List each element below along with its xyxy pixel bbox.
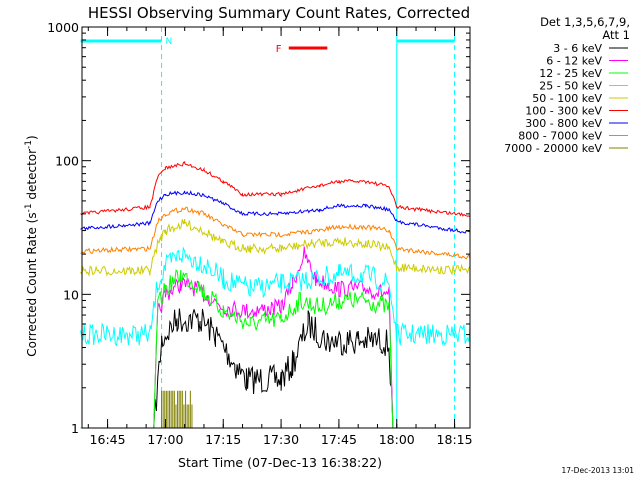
y-axis-label: Corrected Count Rate (s-1 detector-1)	[24, 135, 39, 356]
y-tick-label: 10	[63, 287, 79, 302]
series-line-50-to-100kev	[80, 218, 471, 277]
legend-label: 12 - 25 keV	[539, 67, 602, 80]
series-line-100-to-300kev	[80, 161, 471, 218]
plot-area: N F 1 10 100 1000 16:45 17:00 17:15 17:30 17:45 18:…	[47, 20, 472, 447]
series-line-25-to-50kev	[80, 246, 471, 347]
legend-label: 50 - 100 keV	[532, 92, 602, 105]
chart-title: HESSI Observing Summary Count Rates, Cor…	[88, 4, 470, 22]
x-tick-label: 16:45	[90, 432, 126, 447]
x-tick-label: 18:00	[379, 432, 415, 447]
y-tick-label: 1000	[47, 20, 79, 35]
plot-frame	[81, 26, 471, 429]
night-markers: N	[80, 27, 456, 428]
footer-timestamp: 17-Dec-2013 13:01	[561, 466, 634, 475]
legend-label: 7000 - 20000 keV	[504, 142, 602, 155]
legend-label: 100 - 300 keV	[525, 105, 602, 118]
night-label: N	[166, 37, 173, 47]
x-axis: 16:45 17:00 17:15 17:30 17:45 18:00 18:15	[87, 27, 473, 447]
legend-label: 6 - 12 keV	[546, 55, 602, 68]
series-line-300-to-800kev	[80, 190, 471, 234]
series-line-800-to-7000kev	[80, 206, 471, 260]
series-line-12-to-25kev	[80, 268, 470, 429]
x-tick-label: 17:00	[147, 432, 183, 447]
x-tick-label: 17:15	[205, 432, 241, 447]
series-line-7000-to-20000kev	[161, 390, 193, 428]
y-tick-label: 1	[71, 421, 79, 436]
legend-header-line-2: Att 1	[602, 28, 630, 42]
legend-header-line-1: Det 1,3,5,6,7,9,	[540, 15, 630, 29]
legend-label: 25 - 50 keV	[539, 80, 602, 93]
x-axis-label: Start Time (07-Dec-13 16:38:22)	[178, 455, 382, 470]
flare-label: F	[276, 44, 282, 55]
series-line-3-to-6kev	[80, 308, 470, 429]
legend-label: 300 - 800 keV	[525, 117, 602, 130]
series-group	[80, 161, 471, 429]
y-tick-label: 100	[55, 154, 79, 169]
x-tick-label: 17:30	[263, 432, 299, 447]
y-axis: 1 10 100 1000	[47, 20, 470, 436]
x-tick-label: 17:45	[321, 432, 357, 447]
legend-label: 800 - 7000 keV	[518, 130, 602, 143]
x-tick-label: 18:15	[437, 432, 473, 447]
legend-label: 3 - 6 keV	[553, 42, 602, 55]
